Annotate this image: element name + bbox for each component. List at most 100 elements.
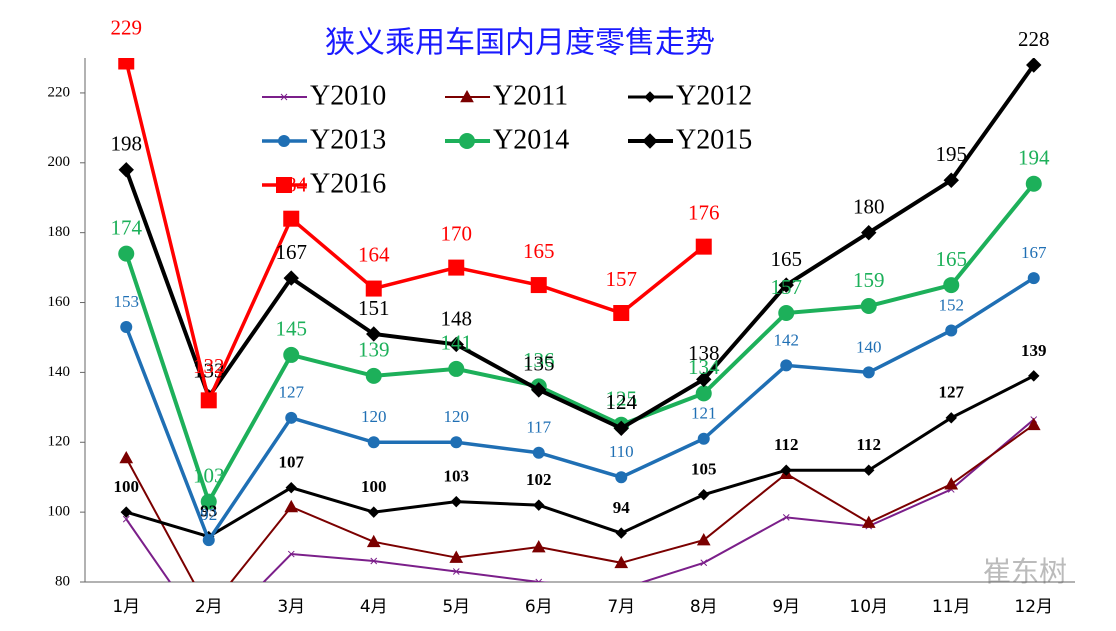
data-label: 176 [688,200,720,224]
marker [122,515,130,523]
x-tick-label: 7月 [607,597,635,617]
x-tick-label: 6月 [525,597,553,617]
y-tick-label: 120 [48,434,71,450]
marker [448,259,465,276]
legend-label: Y2015 [676,124,752,155]
data-label: 167 [276,240,308,264]
marker [284,499,299,513]
data-label: 152 [939,295,965,314]
data-label: 120 [361,407,387,426]
y-tick-label: 140 [48,364,71,380]
legend-label: Y2011 [493,80,568,111]
marker [366,326,382,342]
data-label: 103 [444,467,470,486]
data-label: 148 [441,306,473,330]
marker [365,280,382,297]
marker [120,320,133,333]
data-label: 121 [691,404,717,423]
data-label: 138 [688,341,720,365]
x-tick-label: 11月 [932,597,971,617]
data-label: 93 [200,501,217,520]
data-label: 132 [193,354,225,378]
marker [1026,58,1042,73]
x-tick-label: 2月 [195,597,223,617]
marker [862,366,875,379]
data-label: 135 [523,352,555,376]
data-label: 125 [606,387,638,411]
legend-label: Y2012 [676,80,752,111]
data-label: 103 [193,463,225,487]
data-label: 127 [939,383,965,402]
data-label: 157 [606,267,638,291]
marker [1028,370,1040,382]
marker [535,578,543,582]
data-label: 151 [358,296,390,320]
marker [1025,175,1042,192]
data-label: 165 [771,247,803,271]
data-label: 170 [441,221,473,245]
marker [366,534,381,548]
marker [452,568,460,575]
marker [700,559,708,567]
marker [200,493,217,510]
marker [861,515,876,528]
data-label: 229 [111,15,143,39]
marker [861,224,877,241]
legend-label: Y2016 [310,168,386,199]
marker [283,346,300,363]
data-label: 141 [441,331,473,355]
data-label: 107 [279,453,305,472]
data-label: 153 [114,292,140,311]
marker [945,324,958,337]
series-line [124,276,1035,544]
series-line [125,374,1035,539]
marker [944,477,959,490]
marker [943,172,959,188]
data-label: 112 [774,435,799,454]
marker [696,371,712,388]
data-label: 105 [691,460,717,479]
marker [615,471,628,484]
marker [780,464,792,476]
chart-title: 狭义乘用车国内月度零售走势 [325,26,715,61]
marker [696,533,711,546]
data-label: 195 [936,142,968,166]
data-label: 228 [1018,27,1050,51]
legend-label: Y2010 [310,80,386,111]
data-label: 140 [856,337,882,356]
y-tick-label: 80 [55,573,70,589]
series-line [125,418,1035,582]
data-label: 134 [688,355,720,379]
data-label: 136 [523,348,555,372]
marker [278,135,290,147]
marker [118,162,134,178]
y-tick-label: 220 [48,84,71,100]
x-tick-label: 12月 [1014,597,1053,617]
marker [118,58,135,70]
marker [863,464,875,476]
marker [368,506,380,518]
marker [119,450,134,464]
marker [615,527,627,539]
x-tick-label: 1月 [112,597,140,617]
y-tick-label: 180 [48,224,71,240]
data-label: 117 [526,418,551,437]
data-label: 133 [193,359,225,383]
marker [613,305,630,322]
data-label: 157 [771,275,803,299]
x-tick-label: 10月 [849,597,888,617]
data-label: 124 [606,390,638,414]
marker [448,360,465,377]
data-label: 142 [774,330,800,349]
marker [780,359,793,372]
data-label: 159 [853,268,885,292]
data-label: 127 [279,383,305,402]
data-label: 92 [200,505,217,524]
marker [695,238,712,255]
marker [532,446,545,459]
marker [698,488,710,501]
marker [118,245,135,262]
data-label: 180 [853,194,885,218]
